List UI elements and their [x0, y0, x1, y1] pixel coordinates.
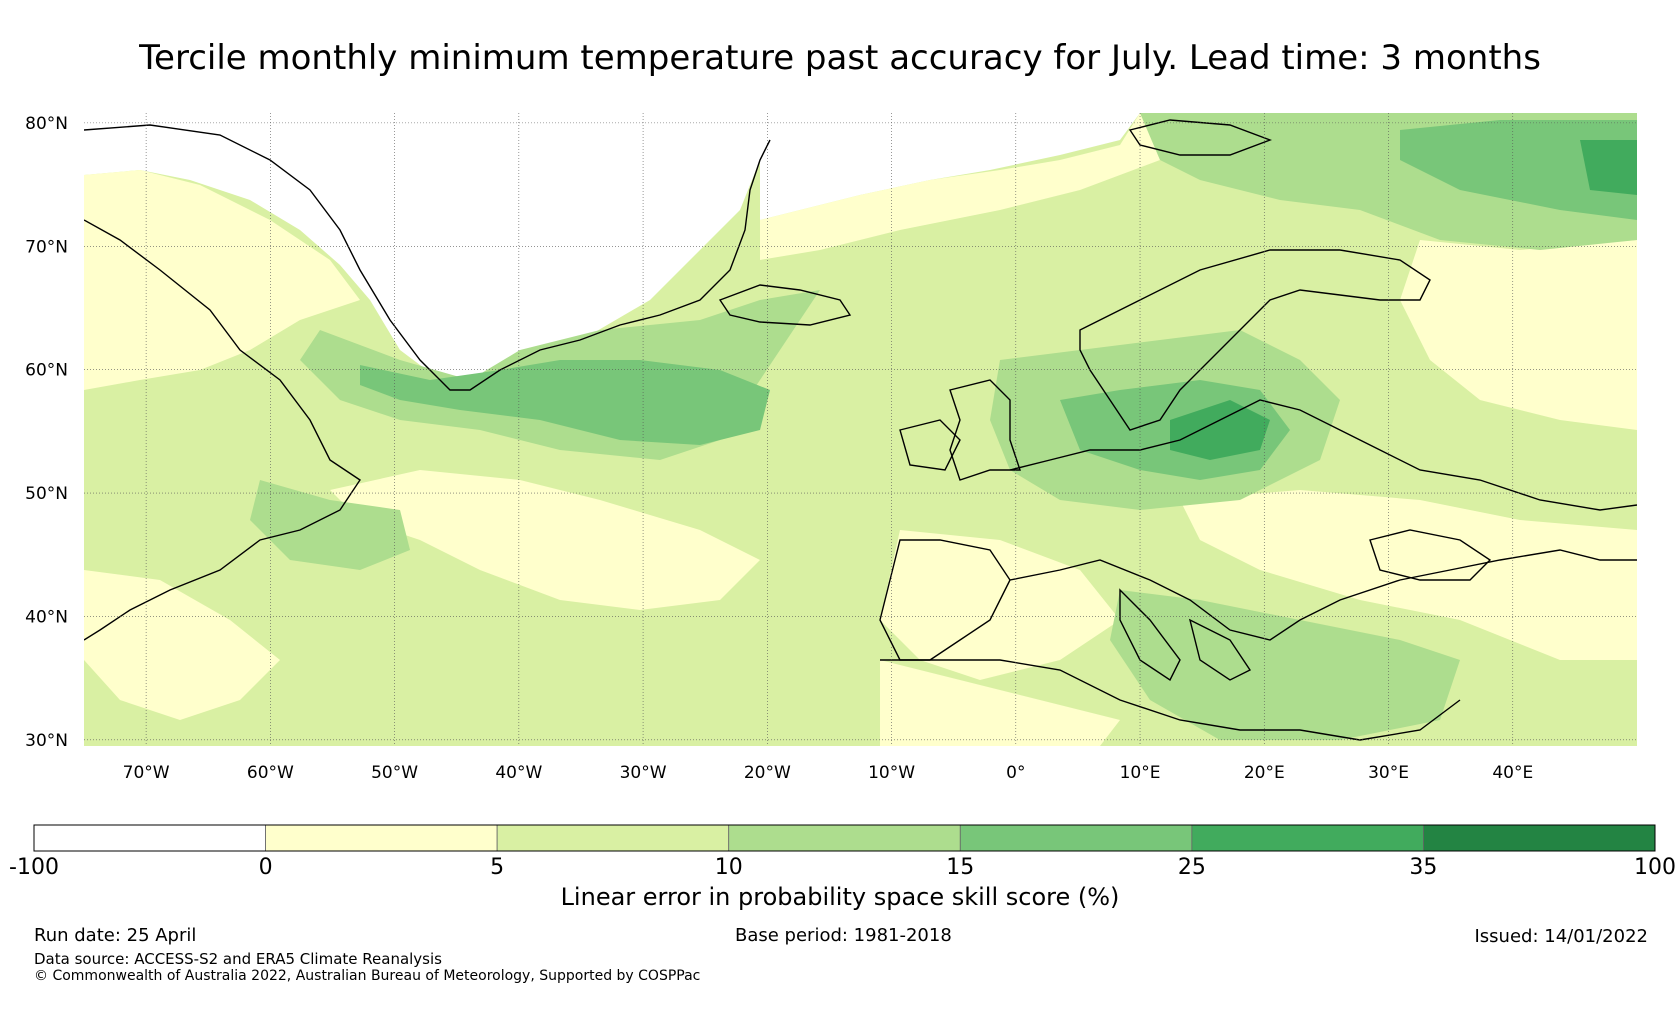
barents-peak-skill: [1580, 140, 1637, 195]
issued-date: Issued: 14/01/2022: [1474, 926, 1648, 947]
base-period: Base period: 1981-2018: [735, 925, 952, 946]
colorbar-label: Linear error in probability space skill …: [560, 883, 1120, 911]
irminger-sea-high-skill: [360, 360, 770, 445]
colorbar-segment: [1191, 824, 1424, 852]
lat-label: 60°N: [25, 361, 68, 381]
mediterranean-skill: [1110, 590, 1460, 740]
northeast-low-skill: [1400, 240, 1637, 430]
map-title: Tercile monthly minimum temperature past…: [139, 38, 1541, 78]
greenland-no-data-region: [84, 113, 760, 405]
iberia-low-skill: [880, 530, 1120, 680]
gridlines: [84, 113, 1637, 746]
colorbar-outline: [33, 824, 1656, 852]
lat-label: 50°N: [25, 484, 68, 504]
colorbar-segment: [728, 824, 961, 852]
colorbar-tick-label: 15: [946, 855, 974, 880]
baltic-peak-skill: [1170, 400, 1270, 460]
labrador-sea-low-skill: [84, 170, 360, 390]
lon-label: 0°: [1006, 763, 1025, 780]
barents-high-skill: [1400, 120, 1637, 220]
lon-label: 20°E: [1244, 763, 1285, 780]
lon-label: 50°W: [371, 763, 418, 780]
latitude-labels: 80°N 70°N 60°N 50°N 40°N 30°N: [25, 114, 68, 751]
lon-label: 40°E: [1492, 763, 1533, 780]
copyright: © Commonwealth of Australia 2022, Austra…: [34, 968, 701, 984]
lon-label: 70°W: [123, 763, 170, 780]
greenland-sea-low-skill: [760, 113, 1200, 260]
colorbar-tick-labels: -100 0 5 10 15 25 35 100: [9, 855, 1676, 880]
colorbar-tick-label: 35: [1409, 855, 1437, 880]
lon-label: 10°W: [868, 763, 915, 780]
skill-regions: [84, 113, 1637, 746]
lon-label: 30°E: [1368, 763, 1409, 780]
lon-label: 60°W: [247, 763, 294, 780]
gulf-of-maine-skill: [250, 480, 410, 570]
lon-label: 10°E: [1120, 763, 1161, 780]
africa-low-skill: [880, 660, 1120, 746]
lat-label: 80°N: [25, 114, 68, 134]
lat-label: 30°N: [25, 731, 68, 751]
data-source: Data source: ACCESS-S2 and ERA5 Climate …: [34, 950, 442, 968]
arctic-no-data-band: [760, 113, 1140, 220]
colorbar-tick-label: -100: [9, 855, 59, 880]
colorbar-segment: [33, 824, 266, 852]
lat-label: 40°N: [25, 607, 68, 627]
eastern-europe-low-skill: [1180, 490, 1637, 660]
colorbar-segment: [496, 824, 730, 852]
lon-label: 20°W: [744, 763, 791, 780]
mid-atlantic-low-skill: [330, 470, 760, 610]
south-atlantic-low-skill: [84, 570, 280, 720]
colorbar: -100 0 5 10 15 25 35 100: [9, 824, 1676, 880]
longitude-labels: 70°W 60°W 50°W 40°W 30°W 20°W 10°W 0° 10°E 20°E 30…: [123, 763, 1534, 780]
colorbar-segment: [959, 824, 1193, 852]
colorbar-tick-label: 5: [490, 855, 504, 880]
colorbar-tick-label: 0: [259, 855, 273, 880]
lon-label: 40°W: [495, 763, 542, 780]
colorbar-segment: [1423, 824, 1656, 852]
lon-label: 30°W: [620, 763, 667, 780]
skill-score-map: 80°N 70°N 60°N 50°N 40°N 30°N 70°W 60°W 50°W 40°…: [25, 113, 1637, 780]
colorbar-segment: [265, 824, 498, 852]
run-date: Run date: 25 April: [34, 925, 197, 946]
colorbar-tick-label: 100: [1634, 855, 1676, 880]
lat-label: 70°N: [25, 237, 68, 257]
colorbar-boxes: [33, 824, 1656, 852]
coastlines: [84, 119, 1637, 741]
colorbar-tick-label: 25: [1178, 855, 1206, 880]
colorbar-tick-label: 10: [715, 855, 743, 880]
